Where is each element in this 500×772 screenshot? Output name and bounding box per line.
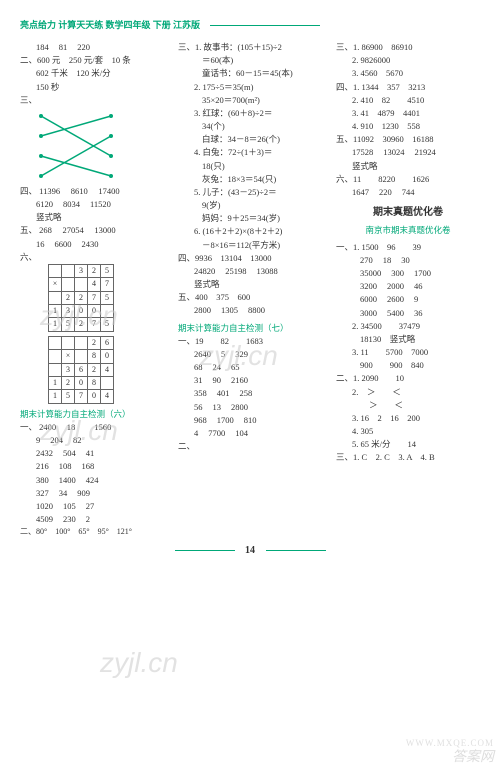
cross-svg: [36, 111, 116, 181]
c1-r5b: 16 6600 2430: [20, 238, 164, 251]
c1-row1: 184 81 220: [20, 41, 164, 54]
c1-r2a: 二、600 元 250 元/套 10 条: [20, 54, 164, 67]
site-badge: 答案网: [452, 746, 494, 766]
header-rule: [210, 25, 320, 26]
sec7-title: 期末计算能力自主检测（七）: [178, 322, 322, 335]
c1-r2b: 602 千米 120 米/分: [20, 67, 164, 80]
c1-r4b: 6120 8034 11520: [20, 198, 164, 211]
content-columns: 184 81 220 二、600 元 250 元/套 10 条 602 千米 1…: [20, 41, 480, 539]
cross-diagram: [36, 111, 116, 181]
c1-r5: 五、 268 27054 13000: [20, 224, 164, 237]
page-number: 14: [20, 545, 480, 556]
header-title: 亮点给力 计算天天练 数学四年级 下册 江苏版: [20, 20, 200, 30]
sec6-title: 期末计算能力自主检测（六）: [20, 408, 164, 421]
column-1: 184 81 220 二、600 元 250 元/套 10 条 602 千米 1…: [20, 41, 164, 539]
column-2: 三、1. 故事书：(105＋15)÷2 ＝60(本) 童话书：60－15＝45(…: [178, 41, 322, 539]
mult-table-2: 26 ×80 3624 1208 15704: [48, 336, 114, 404]
column-3: 三、1. 86900 86910 2. 9826000 3. 4560 5670…: [336, 41, 480, 539]
watermark-4: zyjl.cn: [100, 647, 178, 679]
c1-r4: 四、 11396 8610 17400: [20, 185, 164, 198]
c1-r3-label: 三、: [20, 94, 164, 107]
final-title: 期末真题优化卷: [336, 205, 480, 221]
c1-s6: 一、 2400 18 1560: [20, 421, 164, 434]
c1-s6-two: 二、80° 100° 65° 95° 121°: [20, 526, 164, 538]
mult-table-1: 325 ×47 2275 1300 15275: [48, 264, 114, 332]
c1-r6-label: 六、: [20, 251, 164, 264]
page-header: 亮点给力 计算天天练 数学四年级 下册 江苏版: [20, 18, 480, 33]
final-sub: 南京市期末真题优化卷: [336, 224, 480, 237]
c1-r2c: 150 秒: [20, 81, 164, 94]
c1-r4c: 竖式略: [20, 211, 164, 224]
